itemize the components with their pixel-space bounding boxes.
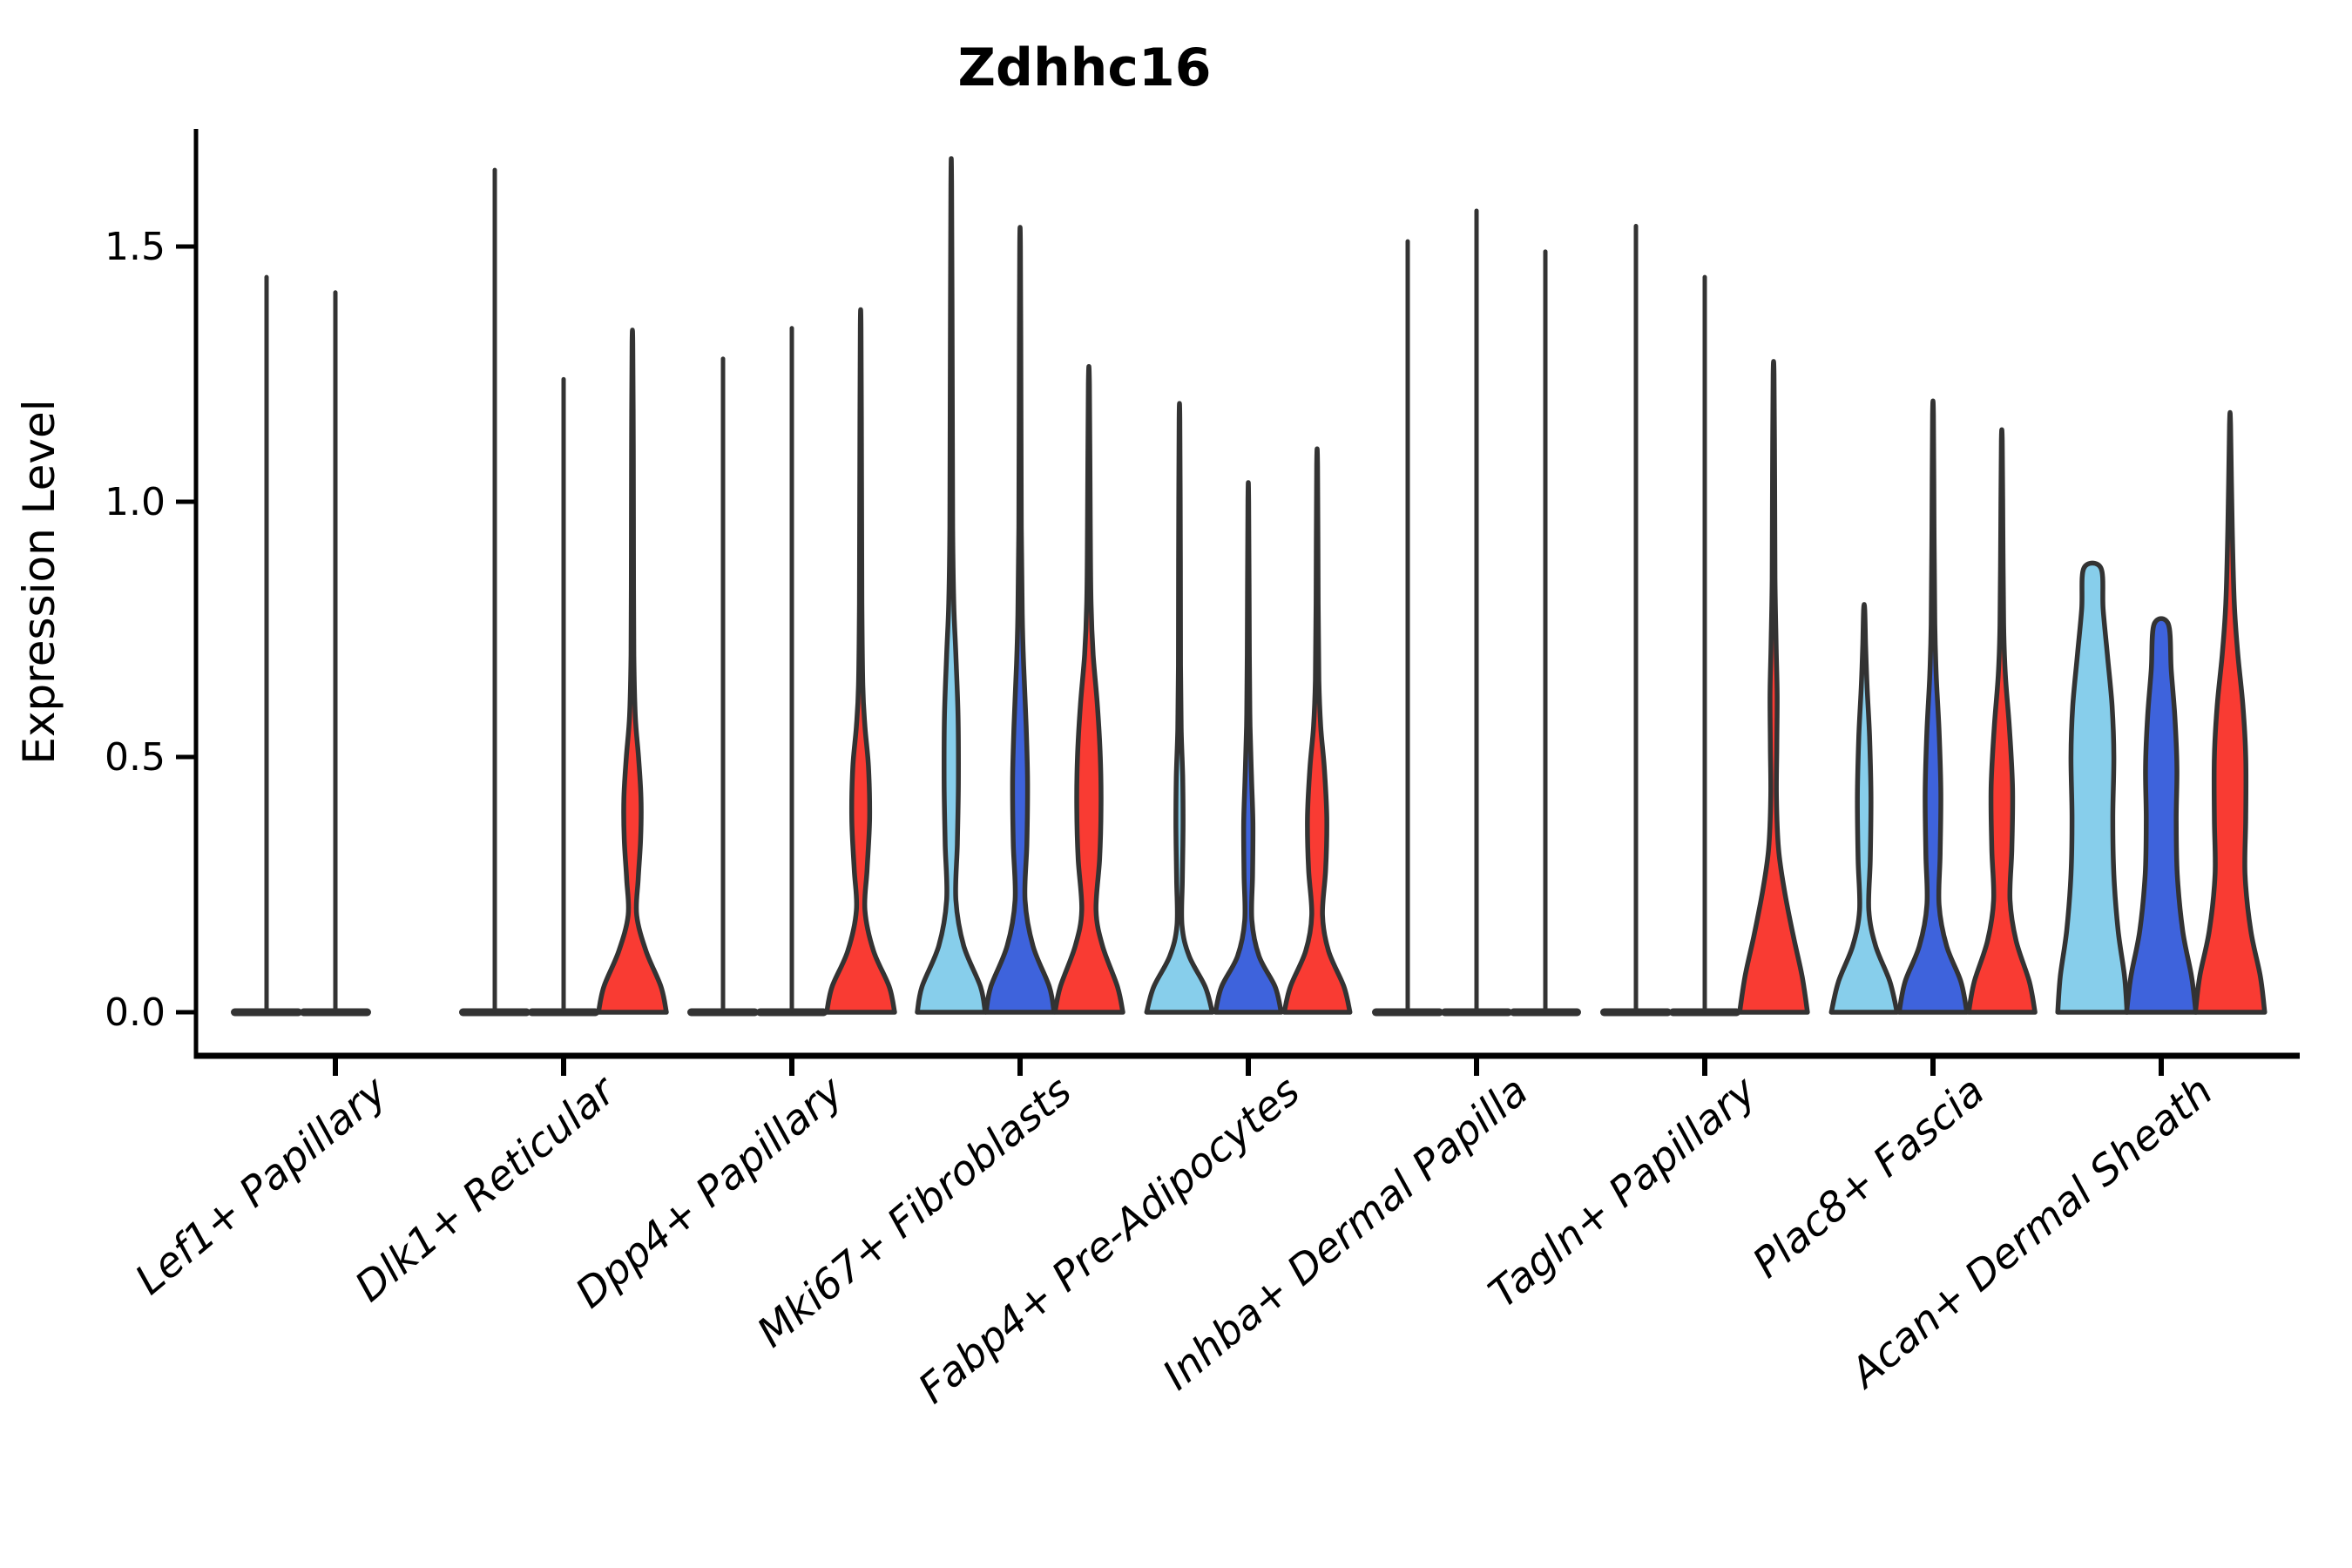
x-tick-label: Acan+ Dermal Sheath	[1840, 1067, 2222, 1399]
x-tick-label: Inhba+ Dermal Papilla	[1154, 1067, 1538, 1400]
violin-plac8-royalblue	[1896, 398, 1970, 1015]
violin-plac8-skyblue	[1828, 602, 1900, 1015]
violin-dlk1-red	[596, 328, 669, 1015]
x-tick-label: Plac8+ Fascia	[1744, 1067, 1994, 1288]
x-tick-label: Fabp4+ Pre-Adipocytes	[909, 1067, 1309, 1413]
violin-mki67-red	[1052, 363, 1125, 1015]
violin-mki67-skyblue	[915, 156, 988, 1015]
y-tick-label: 0.5	[105, 735, 166, 780]
violin-plac8-red	[1966, 427, 2038, 1015]
y-tick-label: 1.5	[105, 225, 166, 269]
y-axis-label: Expression Level	[14, 399, 64, 764]
violin-acan-red	[2193, 409, 2268, 1015]
violin-fabp4-royalblue	[1213, 480, 1284, 1015]
violin-fabp4-red	[1281, 446, 1353, 1015]
chart-title: Zdhhc16	[958, 37, 1212, 98]
violin-tagln-red	[1737, 359, 1810, 1015]
y-tick-label: 0.0	[105, 990, 166, 1035]
violin-acan-skyblue	[2055, 560, 2130, 1015]
violin-dpp4-red	[824, 307, 897, 1015]
violin-fabp4-skyblue	[1144, 401, 1215, 1015]
violin-acan-royalblue	[2124, 616, 2199, 1015]
y-tick-label: 1.0	[105, 480, 166, 524]
violin-mki67-royalblue	[983, 225, 1057, 1015]
